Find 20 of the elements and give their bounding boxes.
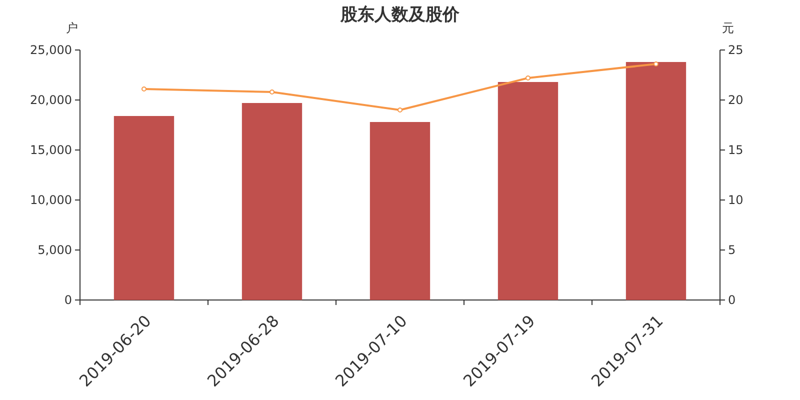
point	[654, 62, 658, 66]
y2-tick-label: 10	[728, 193, 744, 207]
y2-tick-label: 25	[728, 43, 744, 57]
y-tick-label: 25,000	[30, 43, 72, 57]
y-axis-title: 户	[66, 21, 78, 35]
point	[142, 86, 146, 92]
y-tick-label: 20,000	[30, 93, 72, 107]
y2-tick-label: 0	[728, 293, 736, 307]
y-tick-label: 0	[64, 293, 72, 307]
chart-title: 股东人数及股价	[340, 5, 460, 25]
point	[398, 108, 402, 112]
y2-tick-label: 15	[728, 143, 744, 157]
y2-tick-label: 20	[728, 93, 744, 107]
y2-tick-label: 5	[728, 243, 736, 257]
point	[270, 90, 274, 94]
y2-axis-title: 元	[722, 21, 734, 35]
y-tick-label: 5,000	[38, 243, 72, 257]
y-tick-label: 15,000	[30, 143, 72, 157]
point	[526, 76, 530, 80]
y-tick-label: 10,000	[30, 193, 72, 207]
